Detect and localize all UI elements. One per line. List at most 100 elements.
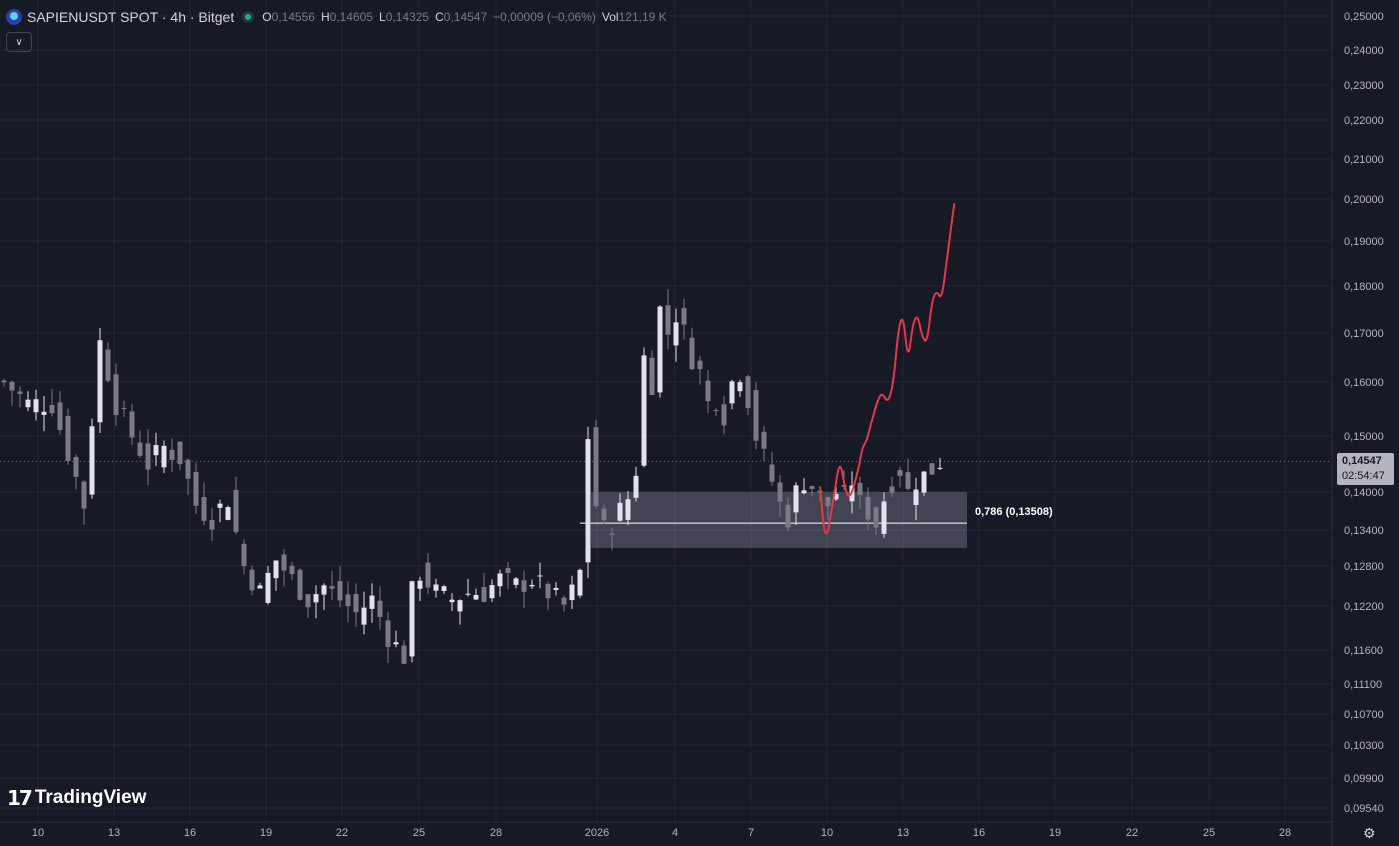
high-value: 0,14605 xyxy=(329,10,374,24)
candle xyxy=(809,485,815,497)
time-tick-label: 4 xyxy=(672,827,678,839)
candle-body xyxy=(473,595,479,600)
candle-body xyxy=(681,308,687,325)
candle xyxy=(689,327,695,371)
candle xyxy=(225,505,231,521)
symbol-title[interactable]: SAPIENUSDT SPOT · 4h · Bitget xyxy=(27,9,235,25)
candle xyxy=(113,363,119,426)
support-zone xyxy=(580,492,967,548)
market-status-icon[interactable] xyxy=(242,11,255,23)
candle xyxy=(57,390,63,435)
candle xyxy=(305,593,311,618)
candle xyxy=(81,480,87,525)
candle xyxy=(793,482,799,525)
candle xyxy=(673,308,679,362)
time-tick-label: 13 xyxy=(108,827,120,839)
time-tick-label: 10 xyxy=(821,827,833,839)
price-tick-label: 0,11100 xyxy=(1344,679,1382,691)
candle xyxy=(137,430,143,459)
candle-body xyxy=(633,475,639,498)
candle-body xyxy=(369,595,375,609)
candle-body xyxy=(425,562,431,588)
candle-body xyxy=(665,305,671,335)
chevron-down-icon: ∨ xyxy=(15,36,23,48)
symbol-logo-icon xyxy=(6,9,22,25)
time-tick-label: 7 xyxy=(748,827,754,839)
candle-body xyxy=(193,471,199,506)
candle-body xyxy=(737,382,743,392)
candle-body xyxy=(857,482,863,496)
projection-drawing xyxy=(819,203,956,535)
high-label: H xyxy=(320,10,330,24)
candle xyxy=(585,426,591,578)
candle xyxy=(201,482,207,526)
candle-body xyxy=(289,565,295,574)
tradingview-logo[interactable]: 17 TradingView xyxy=(7,786,146,810)
candle-body xyxy=(233,489,239,533)
candle xyxy=(697,355,703,385)
price-tick-label: 0,12800 xyxy=(1344,561,1384,573)
candle xyxy=(297,568,303,601)
candle xyxy=(569,575,575,609)
candle xyxy=(713,407,719,417)
time-tick-label: 10 xyxy=(32,827,44,839)
candle-body xyxy=(545,583,551,599)
candle xyxy=(449,593,455,611)
candle xyxy=(513,576,519,589)
candle xyxy=(209,507,215,541)
legend-collapse-button[interactable]: ∨ xyxy=(6,32,32,52)
candle xyxy=(753,382,759,450)
candle-body xyxy=(129,411,135,438)
candle xyxy=(425,553,431,595)
candle xyxy=(489,579,495,602)
candle-body xyxy=(249,569,255,591)
current-price: 0,14547 xyxy=(1342,455,1382,467)
candle-body xyxy=(897,470,903,476)
candle-body xyxy=(593,427,599,506)
candle xyxy=(649,350,655,396)
candle-body xyxy=(41,411,47,415)
candle xyxy=(313,585,319,619)
candle-body xyxy=(721,404,727,426)
candle-body xyxy=(185,459,191,479)
candle-body xyxy=(673,322,679,346)
settings-icon[interactable]: ⚙ xyxy=(1363,825,1376,841)
time-tick-label: 28 xyxy=(1279,827,1291,839)
change-value: −0,00009 (−0,06%) xyxy=(493,10,596,24)
candle-body xyxy=(377,600,383,617)
candle xyxy=(857,476,863,510)
candle xyxy=(801,478,807,495)
candle-body xyxy=(217,503,223,508)
candle xyxy=(929,462,935,475)
candle xyxy=(633,466,639,502)
time-tick-label: 25 xyxy=(1203,827,1215,839)
fib-level-label: 0,786 (0,13508) xyxy=(975,506,1053,518)
symbol-legend: SAPIENUSDT SPOT · 4h · Bitget O0,14556 H… xyxy=(6,8,667,26)
candle-body xyxy=(17,391,23,395)
time-tick-label: 22 xyxy=(1126,827,1138,839)
candle xyxy=(105,342,111,383)
price-tick-label: 0,16000 xyxy=(1344,377,1384,389)
candle-body xyxy=(729,381,735,404)
candle xyxy=(473,588,479,601)
candle-body xyxy=(273,560,279,579)
candle xyxy=(273,560,279,591)
candle-body xyxy=(385,620,391,647)
price-tick-label: 0,20000 xyxy=(1344,194,1384,206)
time-tick-label: 28 xyxy=(490,827,502,839)
candle xyxy=(385,612,391,663)
candle-body xyxy=(785,504,791,528)
time-axis: 10 13 16 19 22 25 28 2026 4 7 10 13 16 19 22 25 28 xyxy=(32,827,1291,839)
candle-body xyxy=(825,497,831,507)
candle-body xyxy=(393,642,399,645)
candle-body xyxy=(457,600,463,612)
candle xyxy=(465,578,471,597)
candle-body xyxy=(713,410,719,412)
candle-body xyxy=(705,380,711,402)
candle-body xyxy=(49,405,55,414)
time-tick-label: 16 xyxy=(184,827,196,839)
candle-body xyxy=(137,442,143,456)
candle xyxy=(129,403,135,445)
candle-body xyxy=(769,464,775,482)
